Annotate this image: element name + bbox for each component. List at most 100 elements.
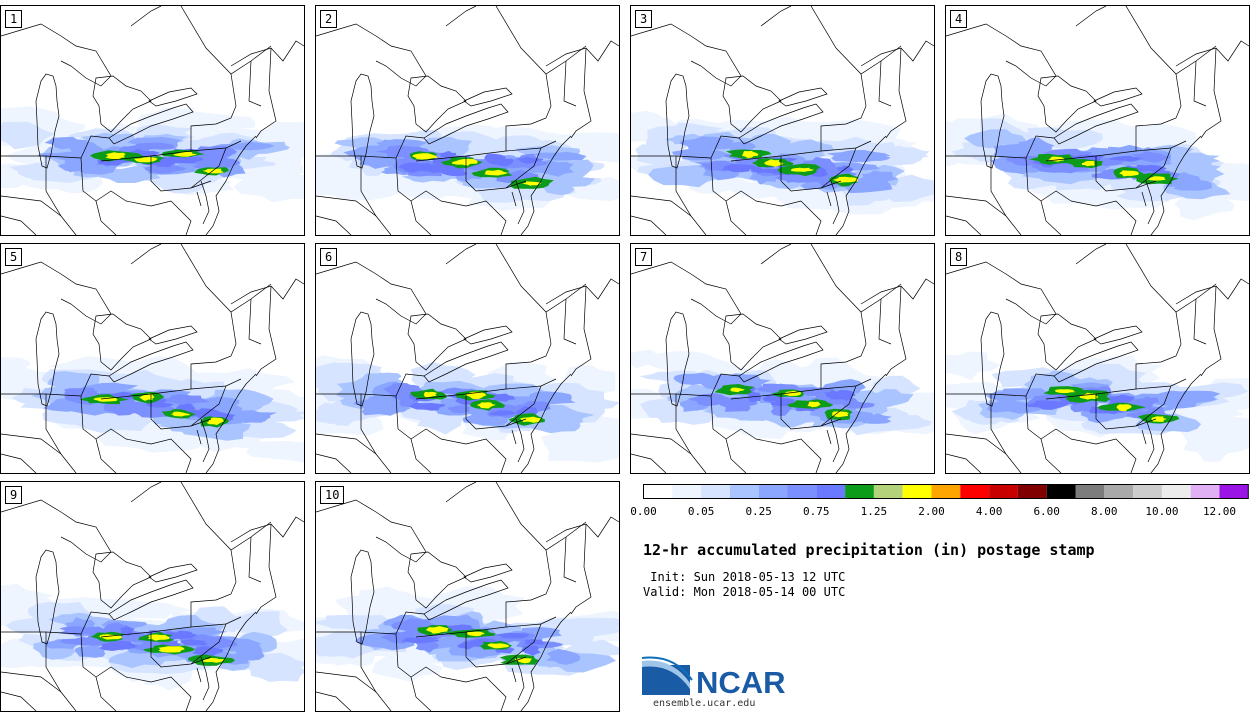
boundary-line	[631, 453, 667, 473]
ensemble-member-panel-5: 5	[0, 243, 305, 474]
logo-url: ensemble.ucar.edu	[653, 698, 756, 709]
precip-area	[832, 176, 859, 183]
precip-area	[147, 634, 170, 641]
boundary-line	[1, 691, 37, 711]
boundary-line	[1135, 147, 1172, 189]
precip-area	[524, 618, 608, 646]
boundary-line	[545, 40, 619, 139]
colorbar-tick-label: 4.00	[975, 505, 1003, 518]
precip-area	[741, 150, 759, 159]
boundary-line	[1175, 298, 1207, 345]
precip-area	[1173, 179, 1212, 191]
colorbar-tick-label: 10.00	[1145, 505, 1179, 518]
precip-area	[541, 425, 619, 463]
precip-area	[180, 639, 208, 646]
precip-map	[946, 244, 1249, 473]
boundary-line	[1093, 87, 1143, 107]
boundary-line	[423, 579, 509, 621]
colorbar-tick-label: 1.25	[860, 505, 888, 518]
boundary-line	[1, 499, 112, 563]
precip-area	[425, 626, 449, 634]
precip-area	[476, 402, 496, 409]
boundary-line	[511, 656, 525, 701]
boundary-line	[511, 180, 525, 225]
precip-area	[59, 637, 111, 646]
boundary-line	[826, 418, 840, 463]
member-label: 4	[950, 10, 968, 28]
boundary-line	[465, 156, 527, 192]
boundary-line	[1150, 135, 1202, 235]
precip-area	[1181, 420, 1245, 462]
boundary-line	[631, 23, 742, 87]
boundary-line	[860, 278, 934, 377]
boundary-line	[1, 261, 112, 325]
boundary-line	[860, 60, 892, 107]
precip-area	[418, 136, 473, 156]
colorbar-tick-label: 0.00	[630, 505, 657, 518]
precip-area	[546, 176, 596, 188]
boundary-line	[130, 6, 272, 75]
boundary-line	[407, 551, 467, 609]
boundary-line	[423, 103, 509, 145]
precip-area	[170, 411, 190, 417]
boundary-line	[545, 278, 619, 377]
precip-area	[179, 419, 251, 441]
precip-area	[545, 648, 581, 665]
boundary-line	[1093, 325, 1143, 345]
boundary-line	[230, 40, 304, 139]
colorbar-swatch	[643, 484, 673, 499]
boundary-line	[820, 147, 857, 189]
colorbar-swatch	[701, 484, 730, 499]
boundary-line	[1095, 156, 1157, 192]
boundary-line	[760, 6, 902, 75]
boundary-line	[190, 623, 227, 665]
boundary-line	[445, 482, 587, 551]
colorbar-swatch	[1161, 484, 1191, 499]
precip-area	[1, 121, 56, 150]
boundary-line	[505, 581, 552, 627]
member-label: 9	[5, 486, 23, 504]
ensemble-member-panel-9: 9	[0, 481, 305, 712]
precip-map	[316, 244, 619, 473]
boundary-line	[423, 341, 509, 383]
boundary-line	[1175, 40, 1249, 139]
precip-area	[371, 650, 443, 682]
boundary-line	[1037, 75, 1097, 133]
boundary-line	[722, 313, 782, 371]
boundary-line	[1075, 6, 1217, 75]
precip-map	[946, 6, 1249, 235]
precip-area	[986, 389, 1033, 404]
boundary-line	[35, 549, 60, 645]
boundary-line	[407, 313, 467, 371]
boundary-line	[820, 343, 867, 389]
boundary-line	[230, 536, 262, 583]
precip-area	[151, 172, 206, 194]
precip-area	[847, 152, 891, 162]
valid-time: Valid: Mon 2018-05-14 00 UTC	[643, 585, 846, 599]
boundary-line	[545, 536, 577, 583]
precip-area	[1130, 151, 1172, 163]
ensemble-member-panel-2: 2	[315, 5, 620, 236]
boundary-line	[990, 394, 1022, 473]
boundary-line	[505, 105, 552, 151]
ensemble-member-panel-1: 1	[0, 5, 305, 236]
precip-area	[412, 153, 438, 160]
boundary-line	[465, 632, 527, 668]
precip-area	[202, 657, 226, 663]
precip-area	[722, 163, 756, 173]
boundary-line	[148, 325, 198, 345]
boundary-line	[631, 195, 692, 217]
boundary-line	[316, 691, 352, 711]
precip-area	[791, 167, 815, 172]
boundary-line	[410, 676, 432, 711]
boundary-line	[148, 563, 198, 583]
precip-area	[120, 626, 135, 636]
boundary-line	[1, 23, 112, 87]
boundary-line	[1, 195, 62, 217]
precip-area	[229, 611, 288, 638]
boundary-line	[725, 200, 747, 235]
precip-map	[631, 6, 934, 235]
precip-area	[467, 631, 485, 637]
precip-area	[1109, 155, 1144, 162]
colorbar-swatch	[1219, 484, 1249, 499]
